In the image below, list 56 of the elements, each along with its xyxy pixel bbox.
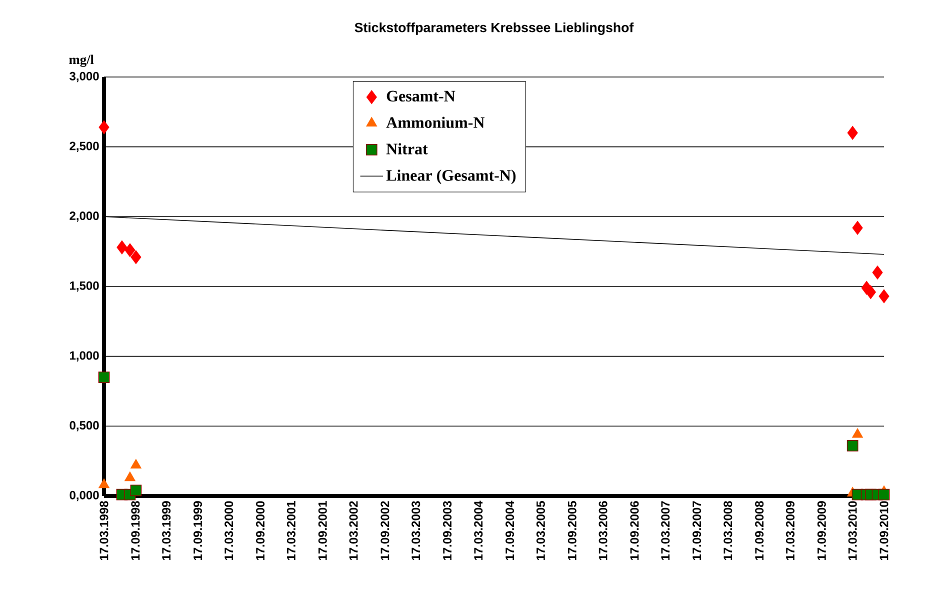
x-tick-label: 17.03.2004 bbox=[474, 500, 483, 560]
y-tick-label: 2,000 bbox=[70, 212, 99, 222]
point bbox=[872, 266, 883, 280]
x-tick-label: 17.09.2010 bbox=[880, 501, 888, 560]
x-tick-label: 17.09.2003 bbox=[443, 501, 452, 560]
x-tick-label: 17.09.2009 bbox=[817, 501, 826, 560]
point bbox=[98, 372, 110, 383]
point bbox=[130, 250, 142, 264]
x-tick-label: 17.09.2004 bbox=[506, 500, 514, 560]
point bbox=[852, 428, 863, 438]
x-tick-label: 17.03.2007 bbox=[661, 501, 670, 560]
x-tick-label: 17.03.2000 bbox=[224, 501, 234, 560]
x-tick-label: 17.03.2010 bbox=[848, 501, 857, 560]
y-tick-label: 2,500 bbox=[70, 142, 99, 152]
point bbox=[124, 243, 136, 258]
y-tick-label: 0,000 bbox=[70, 490, 99, 502]
x-tick-label: 17.03.2003 bbox=[412, 501, 420, 560]
point bbox=[116, 240, 128, 254]
x-tick-label: 17.09.2005 bbox=[568, 501, 576, 560]
point bbox=[847, 126, 858, 140]
point bbox=[130, 458, 142, 469]
point bbox=[878, 488, 890, 500]
x-tick-label: 17.09.1998 bbox=[131, 501, 140, 560]
point bbox=[98, 478, 110, 488]
x-tick-label: 17.03.2006 bbox=[598, 501, 608, 560]
point bbox=[98, 120, 110, 134]
legend-label: Ammonium-N bbox=[386, 116, 485, 128]
y-tick-label: 1,500 bbox=[70, 281, 99, 292]
legend-label: Gesamt-N bbox=[386, 90, 456, 102]
point bbox=[878, 289, 890, 304]
x-tick-label: 17.03.2009 bbox=[786, 501, 794, 560]
x-tick-label: 17.09.2000 bbox=[256, 501, 265, 560]
x-tick-label: 17.03.2005 bbox=[536, 501, 545, 560]
legend-label: Linear (Gesamt-N) bbox=[386, 170, 516, 184]
x-tick-label: 17.09.2006 bbox=[630, 501, 639, 560]
point bbox=[846, 440, 858, 452]
x-tick-label: 17.03.1999 bbox=[162, 501, 171, 560]
x-tick-label: 17.03.2008 bbox=[724, 501, 732, 560]
legend-label: Nitrat bbox=[386, 143, 428, 154]
x-tick-label: 17.09.2008 bbox=[755, 501, 764, 560]
x-tick-label: 17.09.2002 bbox=[380, 501, 390, 560]
y-axis-title: mg/l bbox=[69, 54, 94, 67]
chart-title: Stickstoffparameters Krebssee Lieblingshof bbox=[354, 22, 634, 35]
point bbox=[124, 472, 136, 482]
y-tick-label: 3,000 bbox=[70, 72, 99, 82]
point bbox=[852, 220, 863, 235]
point bbox=[130, 484, 142, 496]
x-tick-label: 17.09.1999 bbox=[194, 501, 202, 560]
y-tick-label: 0,500 bbox=[70, 421, 99, 432]
point bbox=[865, 285, 876, 300]
x-tick-label: 17.09.2001 bbox=[318, 501, 327, 560]
x-tick-label: 17.09.2007 bbox=[692, 501, 702, 560]
x-tick-label: 17.03.1998 bbox=[100, 501, 108, 560]
x-tick-label: 17.03.2001 bbox=[286, 501, 296, 560]
x-tick-label: 17.03.2002 bbox=[349, 501, 358, 560]
y-tick-label: 1,000 bbox=[70, 351, 99, 362]
